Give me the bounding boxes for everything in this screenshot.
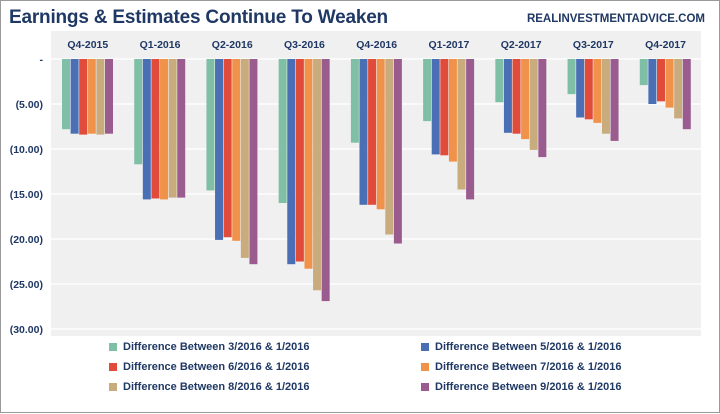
bar [674, 59, 683, 119]
legend-label: Difference Between 8/2016 & 1/2016 [123, 381, 310, 393]
bar [160, 59, 169, 200]
legend-swatch [109, 343, 117, 351]
legend: Difference Between 3/2016 & 1/2016 Differ… [109, 341, 669, 407]
bar [503, 59, 512, 133]
bar [223, 59, 232, 238]
bar [142, 59, 151, 200]
bar [593, 59, 602, 123]
bar [466, 59, 475, 200]
bar [313, 59, 322, 291]
bar [639, 59, 648, 86]
chart-title: Earnings & Estimates Continue To Weaken [9, 7, 388, 28]
bar [240, 59, 249, 258]
bar [601, 59, 610, 134]
y-tick-label: (25.00) [10, 279, 43, 291]
bar [215, 59, 224, 240]
bar [62, 59, 70, 130]
legend-swatch [421, 343, 429, 351]
source-label: REALINVESTMENTADVICE.COM [526, 13, 705, 25]
legend-item: Difference Between 3/2016 & 1/2016 [109, 341, 310, 353]
bar [232, 59, 241, 241]
bar [304, 59, 313, 269]
x-category-label: Q3-2017 [573, 39, 614, 51]
bar [168, 59, 177, 198]
x-category-label: Q1-2017 [428, 39, 469, 51]
bar [105, 59, 113, 134]
bar [584, 59, 593, 120]
x-category-label: Q2-2017 [501, 39, 542, 51]
legend-label: Difference Between 7/2016 & 1/2016 [435, 361, 622, 373]
bar [295, 59, 304, 262]
bar [151, 59, 160, 199]
bar [423, 59, 432, 122]
legend-swatch [421, 383, 429, 391]
bar [495, 59, 504, 103]
legend-item: Difference Between 5/2016 & 1/2016 [421, 341, 622, 353]
x-category-label: Q4-2017 [645, 39, 686, 51]
legend-label: Difference Between 9/2016 & 1/2016 [435, 381, 622, 393]
x-category-label: Q3-2016 [284, 39, 325, 51]
x-category-label: Q1-2016 [140, 39, 181, 51]
bar [448, 59, 457, 162]
bar [134, 59, 143, 165]
bar [376, 59, 385, 210]
bar [321, 59, 330, 302]
bar [529, 59, 538, 150]
legend-item: Difference Between 8/2016 & 1/2016 [109, 381, 310, 393]
bar [656, 59, 665, 102]
bar [440, 59, 449, 156]
legend-swatch [109, 383, 117, 391]
legend-swatch [421, 363, 429, 371]
bar [393, 59, 402, 244]
y-tick-label: (20.00) [10, 234, 43, 246]
x-category-label: Q4-2016 [356, 39, 397, 51]
y-tick-label: (30.00) [10, 324, 43, 336]
bar [521, 59, 530, 140]
legend-label: Difference Between 6/2016 & 1/2016 [123, 361, 310, 373]
bar [79, 59, 88, 135]
bar [567, 59, 576, 95]
y-tick-label: (5.00) [16, 99, 43, 111]
bar [385, 59, 394, 235]
bar [538, 59, 547, 158]
x-category-label: Q2-2016 [212, 39, 253, 51]
bar [512, 59, 521, 134]
legend-label: Difference Between 5/2016 & 1/2016 [435, 341, 622, 353]
bar [177, 59, 186, 198]
bar [431, 59, 440, 155]
bar [96, 59, 105, 135]
y-tick-label: - [40, 54, 44, 66]
bar [682, 59, 691, 130]
bar [206, 59, 215, 191]
bar [359, 59, 368, 205]
bar [457, 59, 466, 190]
bar [249, 59, 258, 265]
bar [278, 59, 287, 203]
bar [368, 59, 377, 205]
legend-item: Difference Between 9/2016 & 1/2016 [421, 381, 622, 393]
bar [350, 59, 359, 143]
bar [287, 59, 296, 265]
bar [665, 59, 674, 108]
bar [70, 59, 79, 134]
bar [87, 59, 96, 134]
y-tick-label: (15.00) [10, 189, 43, 201]
x-category-label: Q4-2015 [67, 39, 108, 51]
y-tick-label: (10.00) [10, 144, 43, 156]
bar [576, 59, 585, 118]
legend-label: Difference Between 3/2016 & 1/2016 [123, 341, 310, 353]
bar [648, 59, 657, 104]
legend-swatch [109, 363, 117, 371]
legend-item: Difference Between 7/2016 & 1/2016 [421, 361, 622, 373]
legend-item: Difference Between 6/2016 & 1/2016 [109, 361, 310, 373]
bar [610, 59, 619, 141]
